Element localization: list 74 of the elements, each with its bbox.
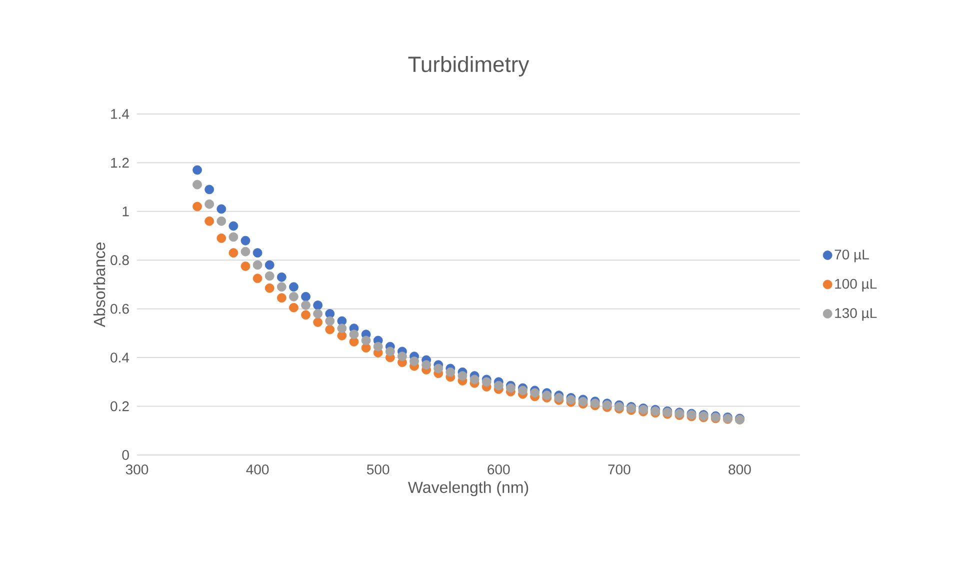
point [542, 390, 552, 400]
y-tick-label: 0 [122, 450, 129, 460]
point [434, 364, 444, 374]
point [422, 360, 432, 370]
y-tick-label: 0.8 [110, 255, 129, 266]
point [373, 342, 383, 352]
x-tick-label: 500 [366, 464, 390, 474]
point [518, 386, 528, 396]
x-tick-label: 300 [126, 464, 148, 474]
point [410, 356, 419, 366]
y-axis-title: Absorbance [93, 242, 106, 328]
point [216, 234, 226, 243]
y-tick-label: 0.2 [110, 401, 129, 412]
point [276, 293, 286, 303]
point [240, 246, 250, 256]
point [289, 302, 298, 312]
point [482, 377, 492, 387]
x-tick-label: 800 [728, 464, 751, 474]
point [494, 380, 504, 390]
legend-label: 130 µL [835, 308, 877, 321]
point [301, 292, 310, 302]
point [204, 199, 214, 209]
point [192, 165, 202, 175]
point [349, 330, 359, 340]
point [446, 367, 456, 377]
point [228, 232, 238, 242]
point [289, 282, 298, 292]
legend-label: 70 µL [834, 250, 869, 262]
point [192, 180, 202, 190]
x-tick-label: 700 [608, 464, 630, 474]
point [252, 248, 262, 258]
point [289, 292, 298, 302]
point [228, 221, 238, 231]
point [470, 374, 480, 384]
chart-title: Turbidimetry [408, 56, 530, 76]
point [313, 309, 323, 318]
point [240, 236, 250, 246]
y-tick-label: 0.6 [110, 304, 129, 314]
y-tick-label: 1.2 [111, 158, 129, 168]
point [530, 388, 540, 398]
point [301, 310, 310, 320]
point [325, 316, 335, 326]
point [337, 324, 347, 334]
point [458, 371, 468, 381]
point [313, 300, 323, 310]
point [216, 216, 226, 226]
point [264, 283, 274, 293]
point [398, 352, 407, 362]
point [192, 202, 202, 212]
x-tick-label: 400 [246, 464, 269, 474]
point [264, 260, 274, 270]
y-tick-label: 1 [122, 206, 129, 216]
y-tick-label: 0.4 [110, 352, 130, 363]
point [325, 324, 335, 334]
y-tick-label: 1.4 [111, 109, 130, 119]
point [252, 274, 262, 284]
point [264, 271, 274, 281]
point [385, 346, 395, 356]
point [361, 336, 371, 346]
point [301, 300, 310, 310]
x-axis-title: Wavelength (nm) [408, 481, 528, 496]
point [276, 272, 286, 282]
point [276, 282, 286, 292]
point [506, 383, 516, 393]
legend-label: 100 µL [835, 278, 877, 292]
point [228, 248, 238, 258]
point [204, 184, 214, 194]
point [204, 216, 214, 226]
point [216, 204, 226, 214]
point [240, 262, 250, 271]
point [313, 318, 323, 327]
point [252, 260, 262, 270]
point [554, 393, 564, 402]
x-tick-label: 600 [488, 464, 510, 474]
